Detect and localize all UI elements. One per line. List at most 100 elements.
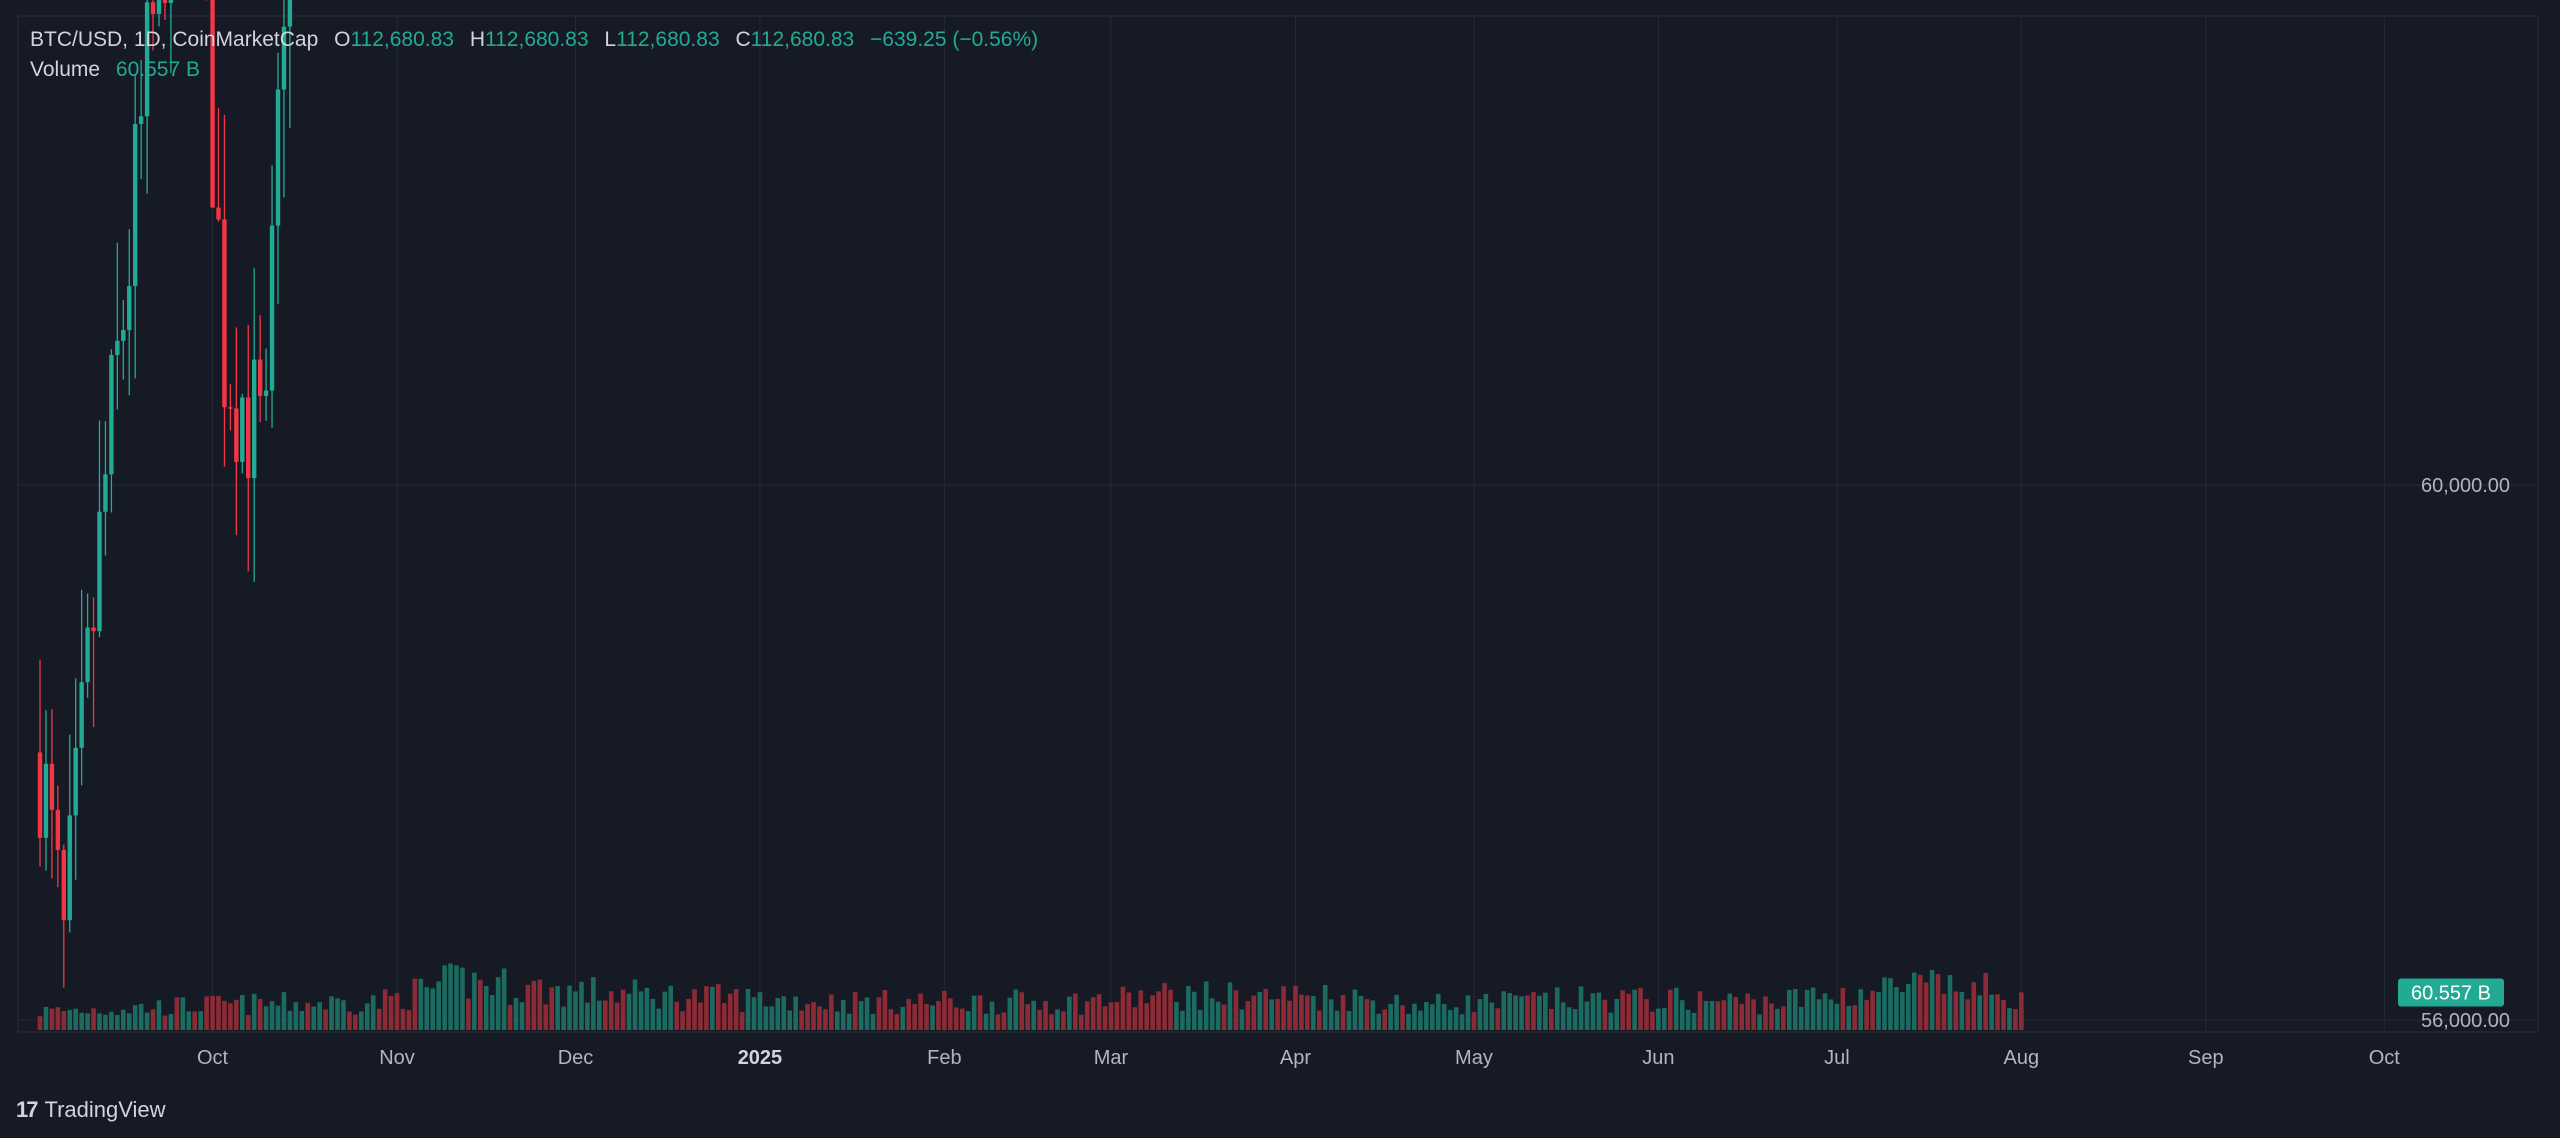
candle-body [252, 359, 257, 479]
volume-bar [210, 995, 215, 1030]
candle-body [234, 408, 239, 462]
candle-body [228, 407, 233, 409]
volume-bar [835, 1011, 840, 1030]
volume-bar [1495, 1008, 1501, 1030]
volume-bar [1453, 1007, 1459, 1030]
candles-group [37, 0, 293, 988]
volume-bar [162, 1015, 168, 1030]
candle-body [210, 0, 215, 208]
volume-bar [959, 1008, 965, 1030]
volume-bar [1435, 993, 1441, 1030]
volume-bar [1156, 991, 1161, 1030]
volume-bar [1971, 982, 1977, 1030]
volume-bar [912, 1003, 917, 1030]
volume-bar [460, 967, 465, 1030]
volume-bar [710, 986, 715, 1030]
volume-bar [376, 1008, 382, 1030]
volume-bar [1138, 990, 1144, 1030]
volume-bar [1174, 1001, 1179, 1030]
volume-bar [781, 996, 787, 1030]
volume-bar [1322, 984, 1328, 1030]
volume-bar [489, 995, 495, 1030]
volume-bar [1239, 1009, 1245, 1030]
x-tick-label: Apr [1280, 1047, 1311, 1069]
volume-bar [370, 995, 376, 1030]
volume-badge-label: 60.557 B [2411, 982, 2491, 1004]
volume-bar [751, 997, 757, 1030]
x-tick-label: Jul [1824, 1047, 1850, 1069]
volume-bar [67, 1010, 73, 1030]
candle-body [138, 116, 144, 125]
candle-body [97, 511, 102, 632]
volume-bar [1406, 1013, 1411, 1030]
volume-bar [769, 1006, 775, 1030]
volume-bar [293, 1002, 299, 1030]
volume-bar [121, 1009, 126, 1030]
tradingview-brand[interactable]: 17 TradingView [16, 1094, 166, 1126]
volume-bar [1061, 1011, 1066, 1030]
volume-bar [1299, 994, 1304, 1030]
plot-area [17, 15, 2539, 1033]
volume-bar [1787, 989, 1792, 1030]
volume-bar [109, 1011, 114, 1030]
legend-change: −639.25 (−0.56%) [870, 28, 1039, 51]
volume-bar [1763, 996, 1768, 1030]
candle-body [133, 124, 138, 287]
volume-bar [525, 984, 531, 1030]
volume-bar [656, 1008, 662, 1030]
volume-bar [864, 997, 870, 1030]
volume-bar [1245, 1001, 1251, 1030]
candle-body [67, 815, 72, 921]
volume-bar [1673, 987, 1679, 1030]
volume-bar [472, 972, 477, 1030]
volume-bar [329, 996, 334, 1030]
volume-bar [49, 1008, 55, 1030]
volume-bar [1162, 983, 1167, 1030]
x-tick-label: Dec [558, 1047, 594, 1069]
volume-bar [364, 1003, 370, 1030]
volume-bar [1227, 982, 1233, 1030]
volume-bar [1055, 1009, 1060, 1030]
candle-body [281, 26, 287, 90]
volume-bar [1394, 994, 1399, 1030]
volume-bar [1019, 992, 1025, 1030]
volume-bar [174, 997, 180, 1030]
volume-bar [1334, 1010, 1340, 1030]
volume-bar [1995, 994, 2000, 1030]
volume-bar [1626, 993, 1631, 1030]
volume-bar [888, 1009, 894, 1030]
volume-bar [132, 1005, 138, 1030]
volume-bar [406, 1010, 412, 1030]
volume-bar [852, 992, 858, 1030]
volume-bar [126, 1013, 132, 1030]
volume-bar [1888, 978, 1893, 1030]
volume-bar [335, 998, 340, 1030]
volume-bar [680, 1011, 685, 1030]
volume-bar [1257, 991, 1263, 1030]
volume-bar [1513, 995, 1518, 1030]
volume-bar [1953, 991, 1959, 1030]
volume-bar [977, 995, 983, 1030]
volume-bar [585, 1002, 590, 1030]
volume-bar [1590, 993, 1596, 1030]
volume-bar [1489, 1002, 1495, 1030]
volume-bar [1412, 1003, 1417, 1030]
volume-bar [311, 1006, 316, 1030]
volume-bars-group [37, 963, 2024, 1030]
volume-bar [692, 989, 697, 1030]
candle-body [55, 809, 61, 850]
volume-bar [251, 993, 257, 1030]
volume-bar [1941, 993, 1947, 1030]
volume-bar [513, 998, 519, 1030]
volume-bar [1959, 991, 1965, 1030]
volume-bar [1037, 1010, 1042, 1030]
volume-bar [1810, 987, 1816, 1030]
volume-bar [608, 991, 614, 1030]
x-tick-label: 2025 [738, 1047, 783, 1069]
volume-bar [198, 1011, 203, 1030]
volume-bar [1906, 983, 1911, 1030]
volume-bar [216, 995, 221, 1030]
volume-bar [192, 1011, 197, 1030]
volume-bar [240, 994, 245, 1030]
